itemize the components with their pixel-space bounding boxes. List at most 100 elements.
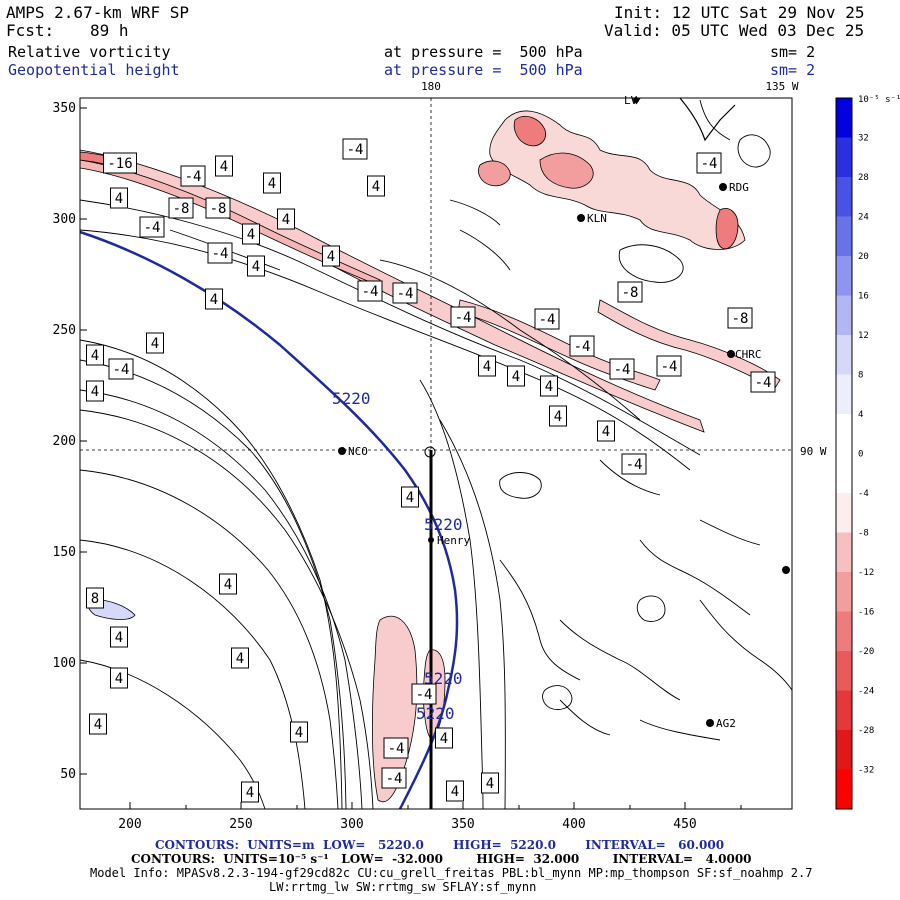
svg-text:-8: -8 (210, 201, 227, 217)
vorticity-contour-label: -8 (727, 307, 753, 329)
forecast-hour: 89 h (90, 21, 129, 40)
vorticity-contours (80, 99, 792, 809)
y-tick-label: 100 (53, 656, 76, 671)
vorticity-contour-info: CONTOURS: UNITS=10⁻⁵ s⁻¹ LOW= -32.000 HI… (131, 852, 752, 866)
height-contour-info: CONTOURS: UNITS=m LOW= 5220.0 HIGH= 5220… (155, 838, 725, 852)
colorbar-segment (836, 177, 852, 217)
station-marker (577, 214, 585, 222)
svg-text:-8: -8 (732, 311, 749, 327)
colorbar-segment (836, 414, 852, 454)
vorticity-contour-label: 8 (86, 587, 104, 609)
colorbar-tick-label: -4 (858, 489, 869, 499)
svg-text:4: 4 (483, 359, 491, 375)
colorbar-segment (836, 295, 852, 335)
svg-text:4: 4 (512, 369, 520, 385)
y-tick-label: 150 (53, 545, 76, 560)
vorticity-contour-label: 4 (507, 365, 525, 387)
svg-text:-4: -4 (185, 169, 202, 185)
colorbar-segment (836, 374, 852, 414)
vorticity-contour-label: 4 (219, 573, 237, 595)
colorbar-tick-label: -8 (858, 529, 869, 539)
colorbar-tick-label: -32 (858, 766, 874, 776)
vorticity-contour-label: 4 (540, 375, 558, 397)
vorticity-contour-label: 4 (478, 355, 496, 377)
x-tick-label: 450 (673, 817, 696, 832)
vorticity-contour-label: 4 (205, 288, 223, 310)
svg-text:4: 4 (115, 191, 123, 207)
vorticity-contour-label: -4 (609, 358, 635, 380)
colorbar-tick-label: -20 (858, 647, 874, 657)
colorbar-tick-label: 12 (858, 331, 869, 341)
svg-text:-4: -4 (574, 339, 591, 355)
station-marker (428, 537, 434, 543)
vorticity-contour-label: -4 (392, 282, 418, 304)
station-label: CHRC (735, 348, 762, 361)
svg-text:8: 8 (91, 591, 99, 607)
vorticity-contour-label: 4 (89, 713, 107, 735)
colorbar-segment (836, 137, 852, 177)
longitude-135w-label: 135 W (765, 80, 798, 93)
x-tick-label: 300 (340, 817, 363, 832)
colorbar-segment (836, 98, 852, 138)
colorbar-tick-label: -16 (858, 608, 874, 618)
svg-text:4: 4 (252, 259, 260, 275)
vorticity-contour-label: -4 (383, 737, 409, 759)
svg-text:4: 4 (295, 725, 303, 741)
svg-text:-4: -4 (347, 142, 364, 158)
vorticity-contour-label: -4 (750, 371, 776, 393)
field2-smoothing: sm= 2 (770, 61, 816, 79)
colorbar-tick-label: 8 (858, 371, 863, 381)
pole-marker (424, 446, 436, 458)
vorticity-contour-label: 4 (86, 344, 104, 366)
longitude-180-label: 180 (421, 80, 441, 93)
vorticity-contour-label: 4 (231, 647, 249, 669)
svg-text:-4: -4 (701, 156, 718, 172)
svg-text:4: 4 (602, 424, 610, 440)
svg-text:4: 4 (210, 292, 218, 308)
svg-text:4: 4 (440, 731, 448, 747)
vorticity-contour-label: -4 (108, 358, 134, 380)
height-labels: 5220 5220 5220 5220 (332, 389, 463, 723)
model-info-line1: Model Info: MPASv8.2.3-194-gf29cd82c CU:… (90, 866, 813, 880)
svg-text:4: 4 (406, 490, 414, 506)
colorbar-tick-label: 4 (858, 410, 863, 420)
svg-text:4: 4 (151, 336, 159, 352)
svg-text:-8: -8 (173, 201, 190, 217)
svg-text:4: 4 (115, 630, 123, 646)
colorbar-segment (836, 493, 852, 533)
colorbar-tick-label: -12 (858, 568, 874, 578)
x-tick-label: 200 (118, 817, 141, 832)
svg-text:-16: -16 (107, 156, 132, 172)
y-tick-label: 300 (53, 212, 76, 227)
field2-pressure: at pressure = 500 hPa (384, 61, 583, 79)
svg-text:4: 4 (247, 227, 255, 243)
vorticity-contour-label: -16 (103, 152, 137, 174)
vorticity-contour-label: 4 (290, 721, 308, 743)
vorticity-contour-label: 4 (110, 187, 128, 209)
vorticity-contour-label: -4 (656, 355, 682, 377)
x-tick-label: 250 (229, 817, 252, 832)
svg-text:4: 4 (554, 409, 562, 425)
station-marker (727, 350, 735, 358)
vorticity-contour-label: 4 (215, 155, 233, 177)
colorbar-segment (836, 651, 852, 691)
axis-ticks (80, 107, 742, 809)
geopotential-5220-contour (80, 230, 459, 809)
vorticity-contour-label: -4 (411, 683, 437, 705)
height-contour-label: 5220 (424, 515, 463, 534)
graticule (80, 98, 792, 451)
station-marker (782, 566, 790, 574)
colorbar-tick-label: 16 (858, 292, 869, 302)
plot-frame (79, 97, 793, 810)
svg-text:-4: -4 (113, 362, 130, 378)
y-tick-label: 350 (53, 101, 76, 116)
vorticity-contour-label: 4 (110, 626, 128, 648)
vorticity-contour-label: 4 (549, 405, 567, 427)
station-label: LV (624, 94, 638, 107)
svg-text:-4: -4 (455, 310, 472, 326)
vorticity-contour-label: 4 (435, 727, 453, 749)
vorticity-contour-label: 4 (242, 223, 260, 245)
vorticity-contour-label: 4 (367, 175, 385, 197)
vorticity-contour-label: 4 (263, 172, 281, 194)
svg-text:-4: -4 (388, 741, 405, 757)
